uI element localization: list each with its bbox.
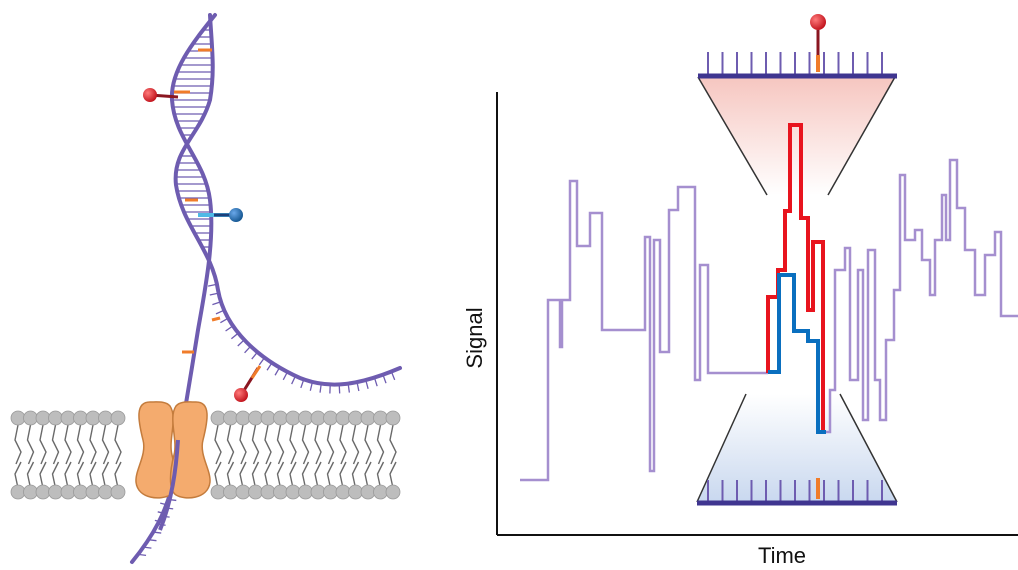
lipid-head [10, 410, 26, 426]
lipid-head [285, 410, 301, 426]
bottom-strand-icon [697, 478, 897, 506]
lipid-head [335, 484, 351, 500]
signal-trace [520, 179, 768, 482]
blue-probe-icon [198, 208, 243, 222]
nanopore-icon [135, 401, 211, 531]
plot-axes [496, 92, 1018, 536]
lipid-head [35, 410, 51, 426]
lipid-head [23, 484, 38, 500]
zoom-trace-blue [768, 273, 826, 434]
lipid-head [373, 484, 388, 500]
top-strand-icon [698, 14, 897, 79]
lipid-head [335, 410, 351, 426]
lipid-head [360, 410, 376, 426]
dna-in-pore [158, 439, 180, 531]
lipid-head [98, 484, 113, 500]
lipid-head [48, 484, 63, 500]
lipid-head [298, 410, 313, 426]
dna-backbone-b [173, 13, 402, 387]
x-axis-label: Time [758, 543, 806, 568]
lipid-head [360, 484, 376, 500]
lipid-head [310, 484, 326, 500]
lipid-head [48, 410, 63, 426]
zoom-bottom-fill [697, 394, 897, 502]
lipid-head [85, 410, 101, 426]
lipid-head [223, 410, 238, 426]
signal-trace-2 [826, 158, 1018, 434]
lipid-head [23, 410, 38, 426]
lipid-head [60, 410, 76, 426]
lipid-head [348, 484, 363, 500]
lipid-heads [10, 410, 401, 500]
lipid-head [35, 484, 51, 500]
lipid-head [223, 484, 238, 500]
lipid-head [385, 410, 401, 426]
lipid-head [298, 484, 313, 500]
lipid-head [98, 410, 113, 426]
zoom-funnel [696, 76, 898, 503]
lipid-head [273, 484, 288, 500]
y-axis-label: Signal [462, 307, 487, 368]
lipid-head [348, 410, 363, 426]
lipid-head [248, 484, 263, 500]
nanopore-right-half [169, 401, 211, 499]
lipid-head [260, 484, 276, 500]
lipid-head [110, 484, 126, 500]
lipid-head [385, 484, 401, 500]
lipid-head [373, 410, 388, 426]
lipid-head [285, 484, 301, 500]
lipid-head [323, 410, 338, 426]
lipid-head [248, 410, 263, 426]
tagged-bases [174, 48, 221, 354]
lipid-head [110, 410, 126, 426]
nanopore-left-half [135, 401, 177, 499]
lipid-tails [14, 424, 397, 489]
lipid-head [73, 410, 88, 426]
zoom-top-fill [698, 77, 895, 195]
lipid-head [235, 484, 251, 500]
lipid-head [10, 484, 26, 500]
lipid-head [273, 410, 288, 426]
red-probe-icon-3 [810, 14, 826, 30]
lipid-head [323, 484, 338, 500]
lipid-head [210, 410, 226, 426]
red-probe-icon [143, 88, 179, 102]
lipid-head [85, 484, 101, 500]
lipid-head [73, 484, 88, 500]
lipid-head [235, 410, 251, 426]
lipid-head [310, 410, 326, 426]
membrane [10, 410, 401, 500]
lipid-head [60, 484, 76, 500]
red-probe-icon-2 [234, 365, 262, 402]
lipid-head [210, 484, 226, 500]
lipid-head [260, 410, 276, 426]
